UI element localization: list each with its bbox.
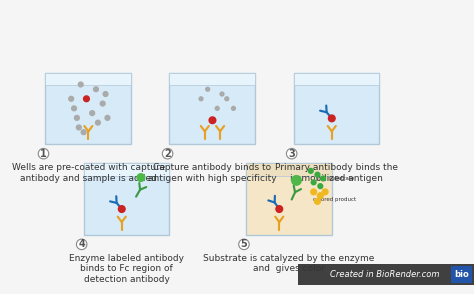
Circle shape <box>103 92 108 96</box>
FancyBboxPatch shape <box>170 73 255 86</box>
FancyBboxPatch shape <box>293 73 380 86</box>
Text: Primary antibody binds the
immobilized antigen: Primary antibody binds the immobilized a… <box>275 163 398 183</box>
Circle shape <box>276 206 283 212</box>
FancyBboxPatch shape <box>246 163 332 235</box>
Text: 5: 5 <box>241 239 247 249</box>
Circle shape <box>96 120 100 125</box>
Text: TMB substrate: TMB substrate <box>316 176 355 181</box>
FancyBboxPatch shape <box>46 73 131 86</box>
Circle shape <box>93 87 99 92</box>
Circle shape <box>239 239 249 250</box>
Circle shape <box>318 193 323 198</box>
Text: Wells are pre-coated with capture
antibody and sample is added: Wells are pre-coated with capture antibo… <box>12 163 165 183</box>
Circle shape <box>78 82 83 87</box>
Circle shape <box>162 148 173 159</box>
Circle shape <box>315 198 320 204</box>
Circle shape <box>322 189 328 195</box>
FancyBboxPatch shape <box>46 73 131 144</box>
Circle shape <box>38 148 49 159</box>
FancyBboxPatch shape <box>83 163 170 235</box>
Circle shape <box>83 96 89 102</box>
Circle shape <box>72 106 76 111</box>
Circle shape <box>209 117 216 123</box>
Circle shape <box>292 176 301 185</box>
Circle shape <box>206 87 210 91</box>
Circle shape <box>220 92 224 96</box>
Text: colored product: colored product <box>313 197 356 202</box>
Circle shape <box>74 116 79 120</box>
Text: Substrate is catalyzed by the enzyme
and  gives color: Substrate is catalyzed by the enzyme and… <box>203 254 374 273</box>
Circle shape <box>90 111 95 116</box>
FancyBboxPatch shape <box>83 163 170 176</box>
Circle shape <box>315 172 320 177</box>
Text: Capture antibody binds to
antigen with high specificity: Capture antibody binds to antigen with h… <box>148 163 277 183</box>
FancyBboxPatch shape <box>246 163 332 176</box>
Circle shape <box>309 168 313 173</box>
Text: Enzyme labeled antibody
binds to Fc region of
detection antibody: Enzyme labeled antibody binds to Fc regi… <box>69 254 184 284</box>
Circle shape <box>69 96 73 101</box>
Circle shape <box>76 239 87 250</box>
Circle shape <box>231 106 236 110</box>
Text: 3: 3 <box>288 149 295 159</box>
Circle shape <box>81 130 86 135</box>
Text: 1: 1 <box>40 149 47 159</box>
Circle shape <box>105 116 110 120</box>
Circle shape <box>318 184 323 188</box>
Circle shape <box>76 125 81 130</box>
FancyBboxPatch shape <box>298 264 474 285</box>
Circle shape <box>225 97 228 101</box>
FancyBboxPatch shape <box>170 73 255 144</box>
FancyBboxPatch shape <box>293 73 380 144</box>
Text: 2: 2 <box>164 149 171 159</box>
Circle shape <box>100 101 105 106</box>
Circle shape <box>215 106 219 110</box>
Circle shape <box>321 176 326 181</box>
Circle shape <box>118 206 125 212</box>
Text: bio: bio <box>454 270 469 279</box>
Circle shape <box>199 97 203 101</box>
Circle shape <box>328 115 335 122</box>
FancyBboxPatch shape <box>451 266 472 283</box>
Text: 4: 4 <box>78 239 85 249</box>
Circle shape <box>311 180 316 185</box>
Circle shape <box>311 189 317 195</box>
Text: Created in BioRender.com: Created in BioRender.com <box>329 270 439 279</box>
Circle shape <box>286 148 297 159</box>
Circle shape <box>137 174 145 181</box>
